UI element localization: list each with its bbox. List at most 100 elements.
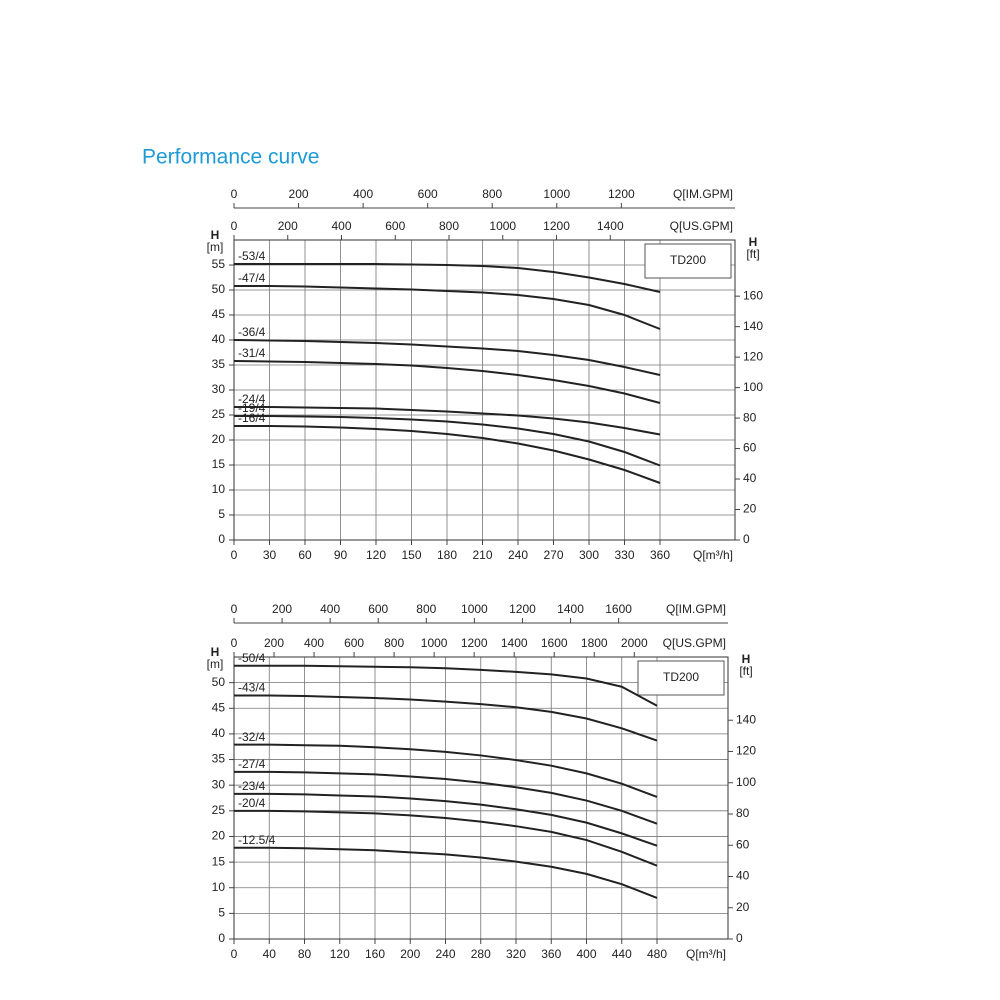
curve-label: -50/4 [238, 651, 266, 665]
x2-tick-label: 0 [231, 187, 238, 201]
y2-axis-unit: [ft] [739, 664, 752, 678]
curve-label: -53/4 [238, 249, 266, 263]
x3-tick-label: 600 [344, 636, 364, 650]
y-tick-label: 10 [212, 880, 226, 894]
pump-curve [234, 425, 661, 484]
y-tick-label: 20 [212, 829, 226, 843]
y2-axis-label: H [749, 235, 758, 249]
y-tick-label: 5 [218, 906, 225, 920]
y-tick-label: 35 [212, 357, 226, 371]
y2-tick-label: 80 [736, 806, 750, 820]
x-tick-label: 0 [231, 947, 238, 961]
x-tick-label: 200 [400, 947, 420, 961]
pump-curve [234, 770, 658, 825]
y-tick-label: 40 [212, 726, 226, 740]
x-tick-label: 0 [231, 548, 238, 562]
x3-tick-label: 1200 [461, 636, 488, 650]
y2-tick-label: 20 [743, 502, 757, 516]
x-tick-label: 30 [263, 548, 277, 562]
y2-tick-label: 100 [736, 775, 756, 789]
y-tick-label: 10 [212, 482, 226, 496]
x2-tick-label: 1400 [557, 602, 584, 616]
x3-tick-label: 1800 [581, 636, 608, 650]
y-axis-unit: [m] [207, 240, 224, 254]
curve-label: -32/4 [238, 730, 266, 744]
x-tick-label: 330 [614, 548, 634, 562]
x-tick-label: 150 [401, 548, 421, 562]
x3-tick-label: 200 [278, 219, 298, 233]
x-tick-label: 240 [508, 548, 528, 562]
y-axis-unit: [m] [207, 657, 224, 671]
y-tick-label: 40 [212, 332, 226, 346]
pump-curve [234, 846, 658, 899]
x2-tick-label: 800 [416, 602, 436, 616]
page-title: Performance curve [142, 146, 319, 169]
x3-tick-label: 600 [385, 219, 405, 233]
x-tick-label: 120 [366, 548, 386, 562]
y-tick-label: 35 [212, 752, 226, 766]
pump-curve [234, 263, 661, 293]
pump-curve [233, 339, 661, 376]
x3-tick-label: 1400 [501, 636, 528, 650]
x-tick-label: 160 [365, 947, 385, 961]
x-axis-label: Q[m³/h] [693, 548, 733, 562]
y2-tick-label: 40 [736, 869, 750, 883]
x2-tick-label: 0 [231, 602, 238, 616]
y-tick-label: 15 [212, 854, 226, 868]
y2-tick-label: 140 [743, 319, 763, 333]
x-tick-label: 180 [437, 548, 457, 562]
y2-tick-label: 0 [743, 532, 750, 546]
curve-label: -43/4 [238, 681, 266, 695]
y-axis-label: H [211, 228, 220, 242]
x2-tick-label: 1200 [608, 187, 635, 201]
y-tick-label: 45 [212, 700, 226, 714]
y-tick-label: 55 [212, 257, 226, 271]
model-label: TD200 [670, 253, 706, 267]
x2-tick-label: 1200 [509, 602, 536, 616]
x2-tick-label: 600 [418, 187, 438, 201]
x2-tick-label: 1000 [543, 187, 570, 201]
x-tick-label: 270 [543, 548, 563, 562]
x3-tick-label: 1000 [421, 636, 448, 650]
curve-label: -24/4 [238, 392, 266, 406]
y2-tick-label: 120 [743, 349, 763, 363]
model-label: TD200 [663, 670, 699, 684]
x-tick-label: 60 [298, 548, 312, 562]
y-tick-label: 30 [212, 777, 226, 791]
x3-tick-label: 800 [439, 219, 459, 233]
y2-tick-label: 140 [736, 712, 756, 726]
pump-curve [234, 743, 658, 798]
x3-tick-label: 1600 [541, 636, 568, 650]
curve-label: -12.5/4 [238, 833, 276, 847]
x-tick-label: 360 [650, 548, 670, 562]
x2-tick-label: 200 [289, 187, 309, 201]
model-box [644, 243, 732, 279]
y2-tick-label: 0 [736, 931, 743, 945]
y-axis-label: H [211, 645, 220, 659]
x2-tick-label: 200 [272, 602, 292, 616]
curve-label: -31/4 [238, 346, 266, 360]
model-box [637, 660, 725, 696]
x2-tick-label: 1000 [461, 602, 488, 616]
curve-label: -20/4 [238, 796, 266, 810]
y2-tick-label: 120 [736, 744, 756, 758]
x-tick-label: 400 [576, 947, 596, 961]
x-tick-label: 40 [263, 947, 277, 961]
y-tick-label: 0 [218, 532, 225, 546]
x3-tick-label: 1400 [597, 219, 624, 233]
x2-tick-label: 1600 [605, 602, 632, 616]
y-tick-label: 5 [218, 507, 225, 521]
pump-curve [234, 285, 661, 330]
curve-label: -47/4 [238, 271, 266, 285]
y2-tick-label: 160 [743, 288, 763, 302]
y2-tick-label: 60 [736, 837, 750, 851]
curve-label: -16/4 [238, 411, 266, 425]
x3-axis-label: Q[US.GPM] [670, 219, 733, 233]
y-tick-label: 30 [212, 382, 226, 396]
x-tick-label: 360 [541, 947, 561, 961]
x-tick-label: 480 [647, 947, 667, 961]
y2-tick-label: 80 [743, 410, 757, 424]
pump-curve [234, 694, 658, 742]
y-tick-label: 0 [218, 931, 225, 945]
